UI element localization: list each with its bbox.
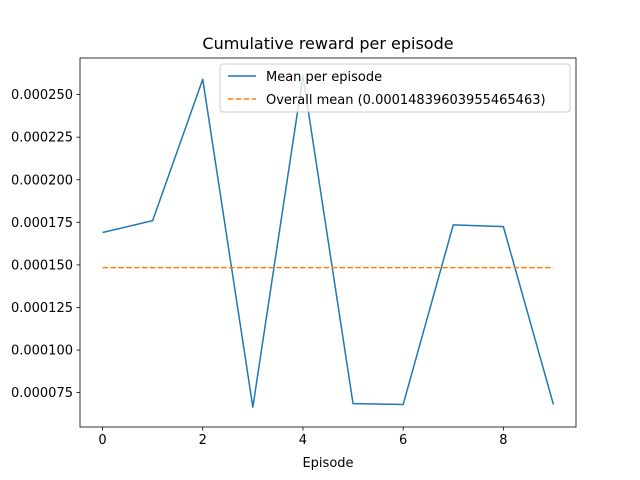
x-tick-label: 2 <box>199 433 207 448</box>
y-tick-label: 0.000225 <box>11 131 73 146</box>
y-tick-label: 0.000125 <box>11 301 73 316</box>
legend-label-2: Overall mean (0.00014839603955465463) <box>266 93 546 108</box>
x-tick-label: 4 <box>299 433 307 448</box>
y-tick-label: 0.000250 <box>11 88 73 103</box>
axes-frame <box>79 57 577 428</box>
x-tick-label: 6 <box>399 433 407 448</box>
x-tick-label: 0 <box>98 433 106 448</box>
y-tick-label: 0.000150 <box>11 258 73 273</box>
y-tick-label: 0.000075 <box>11 386 73 401</box>
legend: Mean per episode Overall mean (0.00014839… <box>219 63 571 113</box>
plot-area: 0 2 4 6 8 0.000075 0.000100 0.000125 0.000150 0.0… <box>11 57 577 448</box>
series-line-1 <box>102 75 555 408</box>
legend-label-1: Mean per episode <box>266 70 382 85</box>
y-tick-label: 0.000200 <box>11 173 73 188</box>
chart-title: Cumulative reward per episode <box>202 34 453 53</box>
y-tick-label: 0.000175 <box>11 216 73 231</box>
y-tick-label: 0.000100 <box>11 344 73 359</box>
x-axis-label: Episode <box>302 456 353 471</box>
legend-box <box>219 63 571 113</box>
x-tick-label: 8 <box>499 433 507 448</box>
